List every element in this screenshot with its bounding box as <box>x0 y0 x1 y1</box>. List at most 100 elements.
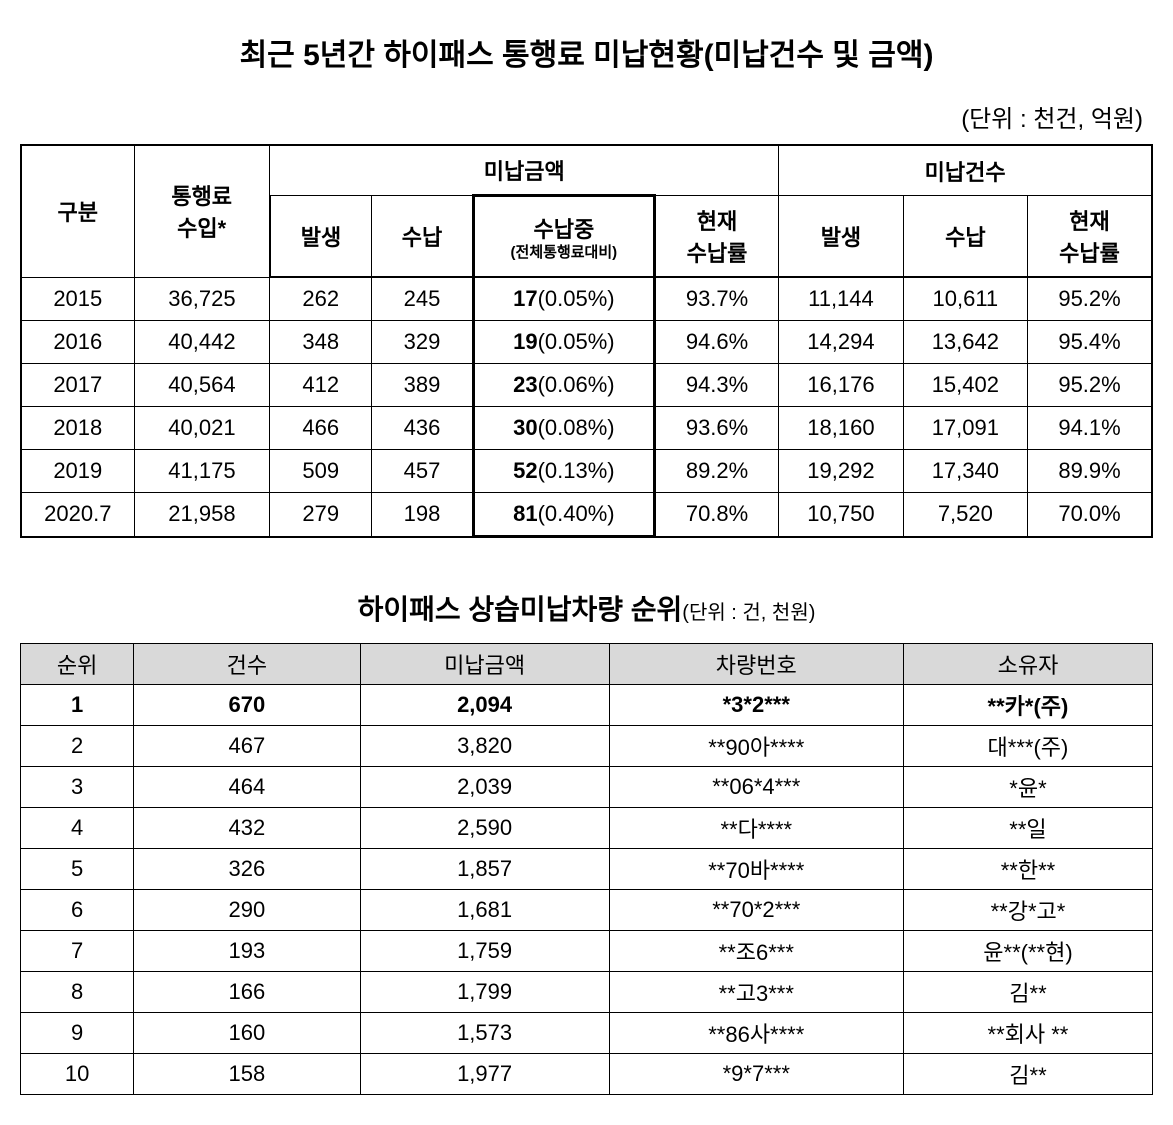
cell-amount: 1,857 <box>360 849 609 890</box>
table1-title: 최근 5년간 하이패스 통행료 미납현황(미납건수 및 금액) <box>20 30 1153 74</box>
cell-a-collecting: 23(0.06%) <box>473 364 654 407</box>
cell-plate: **고3*** <box>609 972 903 1013</box>
cell-amount: 1,977 <box>360 1054 609 1095</box>
th-a-collecting: 수납중 (전체통행료대비) <box>473 196 654 278</box>
table-row: 101581,977*9*7***김** <box>21 1054 1153 1095</box>
table-row: 201840,02146643630(0.08%)93.6%18,16017,0… <box>21 407 1152 450</box>
cell-year: 2019 <box>21 450 134 493</box>
cell-amount: 1,759 <box>360 931 609 972</box>
th-c-rate: 현재 수납률 <box>1028 196 1152 278</box>
cell-amount: 1,799 <box>360 972 609 1013</box>
cell-a-collecting: 30(0.08%) <box>473 407 654 450</box>
cell-a-collecting: 19(0.05%) <box>473 321 654 364</box>
table-row: 201740,56441238923(0.06%)94.3%16,17615,4… <box>21 364 1152 407</box>
cell-count: 158 <box>134 1054 360 1095</box>
th2-owner: 소유자 <box>903 644 1152 685</box>
cell-rank: 6 <box>21 890 134 931</box>
cell-a-collect: 436 <box>372 407 474 450</box>
cell-count: 290 <box>134 890 360 931</box>
cell-a-occur: 348 <box>270 321 372 364</box>
cell-plate: **70*2*** <box>609 890 903 931</box>
cell-rank: 1 <box>21 685 134 726</box>
cell-rank: 3 <box>21 767 134 808</box>
cell-amount: 3,820 <box>360 726 609 767</box>
table-row: 34642,039**06*4****윤* <box>21 767 1153 808</box>
cell-a-occur: 509 <box>270 450 372 493</box>
table2-title-wrap: 하이패스 상습미납차량 순위(단위 : 건, 천원) <box>20 588 1153 628</box>
cell-a-rate: 94.6% <box>654 321 778 364</box>
cell-c-occur: 18,160 <box>779 407 903 450</box>
table-row: 16702,094*3*2*****카*(주) <box>21 685 1153 726</box>
cell-plate: **06*4*** <box>609 767 903 808</box>
cell-owner: *윤* <box>903 767 1152 808</box>
cell-plate: **다**** <box>609 808 903 849</box>
cell-owner: **한** <box>903 849 1152 890</box>
th-a-rate: 현재 수납률 <box>654 196 778 278</box>
table-row: 81661,799**고3***김** <box>21 972 1153 1013</box>
table1: 구분 통행료 수입* 미납금액 미납건수 발생 수납 수납중 (전체통행료대비)… <box>20 144 1153 538</box>
cell-amount: 1,681 <box>360 890 609 931</box>
cell-count: 193 <box>134 931 360 972</box>
cell-c-collect: 13,642 <box>903 321 1027 364</box>
cell-c-occur: 19,292 <box>779 450 903 493</box>
th-c-collect: 수납 <box>903 196 1027 278</box>
table-row: 24673,820**90아****대***(주) <box>21 726 1153 767</box>
cell-count: 432 <box>134 808 360 849</box>
cell-year: 2017 <box>21 364 134 407</box>
cell-a-occur: 412 <box>270 364 372 407</box>
table-row: 71931,759**조6***윤**(**현) <box>21 931 1153 972</box>
th-amount-group: 미납금액 <box>270 145 779 196</box>
cell-a-collect: 198 <box>372 493 474 537</box>
table-row: 91601,573**86사******회사 ** <box>21 1013 1153 1054</box>
th-count-group: 미납건수 <box>779 145 1152 196</box>
cell-a-occur: 279 <box>270 493 372 537</box>
th-category: 구분 <box>21 145 134 277</box>
cell-c-rate: 89.9% <box>1028 450 1152 493</box>
table2-unit: (단위 : 건, 천원) <box>682 602 815 624</box>
cell-owner: 김** <box>903 1054 1152 1095</box>
cell-a-occur: 466 <box>270 407 372 450</box>
cell-a-rate: 93.6% <box>654 407 778 450</box>
cell-year: 2018 <box>21 407 134 450</box>
table2: 순위 건수 미납금액 차량번호 소유자 16702,094*3*2*****카*… <box>20 643 1153 1095</box>
cell-count: 464 <box>134 767 360 808</box>
cell-revenue: 40,442 <box>134 321 270 364</box>
cell-amount: 2,094 <box>360 685 609 726</box>
cell-amount: 2,590 <box>360 808 609 849</box>
cell-owner: **카*(주) <box>903 685 1152 726</box>
cell-c-collect: 17,091 <box>903 407 1027 450</box>
cell-owner: 윤**(**현) <box>903 931 1152 972</box>
cell-c-occur: 14,294 <box>779 321 903 364</box>
cell-rank: 7 <box>21 931 134 972</box>
cell-a-occur: 262 <box>270 277 372 321</box>
table-row: 53261,857**70바******한** <box>21 849 1153 890</box>
table-row: 2020.721,95827919881(0.40%)70.8%10,7507,… <box>21 493 1152 537</box>
cell-count: 166 <box>134 972 360 1013</box>
cell-plate: **조6*** <box>609 931 903 972</box>
cell-year: 2015 <box>21 277 134 321</box>
table2-title: 하이패스 상습미납차량 순위 <box>358 594 683 625</box>
cell-c-collect: 7,520 <box>903 493 1027 537</box>
th-a-collect: 수납 <box>372 196 474 278</box>
cell-c-collect: 17,340 <box>903 450 1027 493</box>
th2-amount: 미납금액 <box>360 644 609 685</box>
cell-rank: 9 <box>21 1013 134 1054</box>
th2-plate: 차량번호 <box>609 644 903 685</box>
cell-owner: 김** <box>903 972 1152 1013</box>
cell-revenue: 40,021 <box>134 407 270 450</box>
cell-plate: **70바**** <box>609 849 903 890</box>
cell-owner: 대***(주) <box>903 726 1152 767</box>
th2-count: 건수 <box>134 644 360 685</box>
cell-owner: **일 <box>903 808 1152 849</box>
cell-rank: 4 <box>21 808 134 849</box>
cell-a-rate: 93.7% <box>654 277 778 321</box>
cell-rank: 10 <box>21 1054 134 1095</box>
cell-revenue: 41,175 <box>134 450 270 493</box>
cell-c-occur: 16,176 <box>779 364 903 407</box>
table1-unit: (단위 : 천건, 억원) <box>20 99 1153 134</box>
cell-c-rate: 70.0% <box>1028 493 1152 537</box>
cell-owner: **강*고* <box>903 890 1152 931</box>
th2-rank: 순위 <box>21 644 134 685</box>
cell-a-rate: 94.3% <box>654 364 778 407</box>
cell-year: 2020.7 <box>21 493 134 537</box>
